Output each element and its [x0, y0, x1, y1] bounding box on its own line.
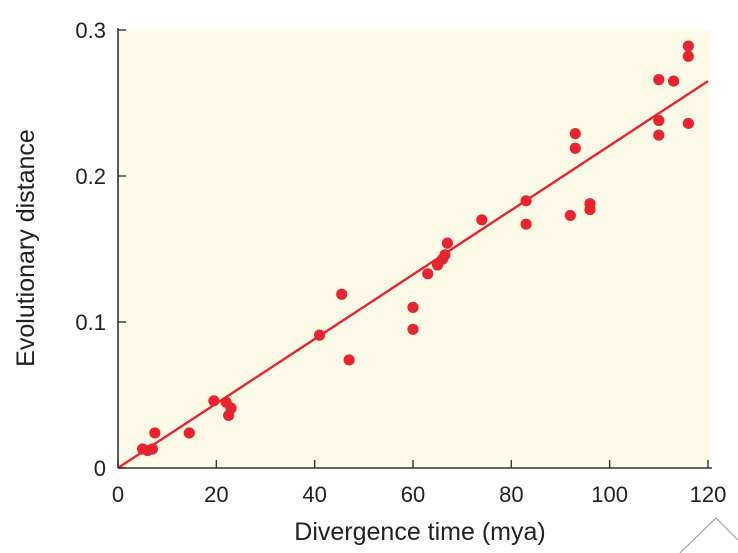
data-point [441, 237, 454, 249]
x-tick-label: 40 [302, 482, 326, 507]
data-point [476, 214, 488, 226]
data-point [225, 402, 237, 414]
data-point [422, 268, 434, 280]
plot-background [118, 30, 710, 468]
data-point [653, 129, 665, 141]
x-axis-ticks: 0 20 40 60 80 100 120 [112, 460, 726, 507]
x-tick-label: 60 [401, 482, 425, 507]
x-axis-title: Divergence time (mya) [294, 518, 545, 546]
data-point [520, 195, 532, 207]
data-point [564, 209, 576, 222]
data-point [520, 218, 532, 230]
y-tick-label: 0.1 [75, 310, 106, 335]
data-point [653, 114, 665, 127]
data-point [584, 198, 596, 210]
data-point [667, 75, 680, 87]
data-points [136, 40, 694, 457]
y-tick-label: 0 [94, 456, 106, 481]
x-tick-label: 100 [591, 482, 628, 507]
data-point [439, 249, 451, 261]
y-tick-label: 0.3 [75, 18, 106, 43]
data-point [149, 427, 161, 439]
x-tick-label: 120 [690, 482, 727, 507]
data-point [569, 128, 581, 140]
y-tick-label: 0.2 [75, 164, 106, 189]
data-point [682, 40, 694, 52]
x-tick-label: 0 [112, 482, 124, 507]
y-axis-ticks: 0 0.1 0.2 0.3 [75, 18, 126, 481]
data-point [336, 288, 348, 300]
data-point [682, 117, 694, 130]
page-corner-decoration [679, 517, 738, 553]
cropped-heading-fragment [0, 0, 400, 6]
data-point [208, 395, 220, 407]
data-point [653, 74, 665, 86]
data-point [146, 443, 159, 455]
data-point [407, 301, 419, 313]
y-axis-title: Evolutionary distance [12, 129, 40, 367]
x-tick-label: 20 [204, 482, 228, 507]
data-point [313, 329, 326, 341]
data-point [569, 142, 581, 154]
data-point [183, 427, 195, 439]
data-point [682, 50, 694, 62]
x-tick-label: 80 [499, 482, 523, 507]
data-point [343, 354, 355, 366]
data-point [407, 323, 419, 335]
